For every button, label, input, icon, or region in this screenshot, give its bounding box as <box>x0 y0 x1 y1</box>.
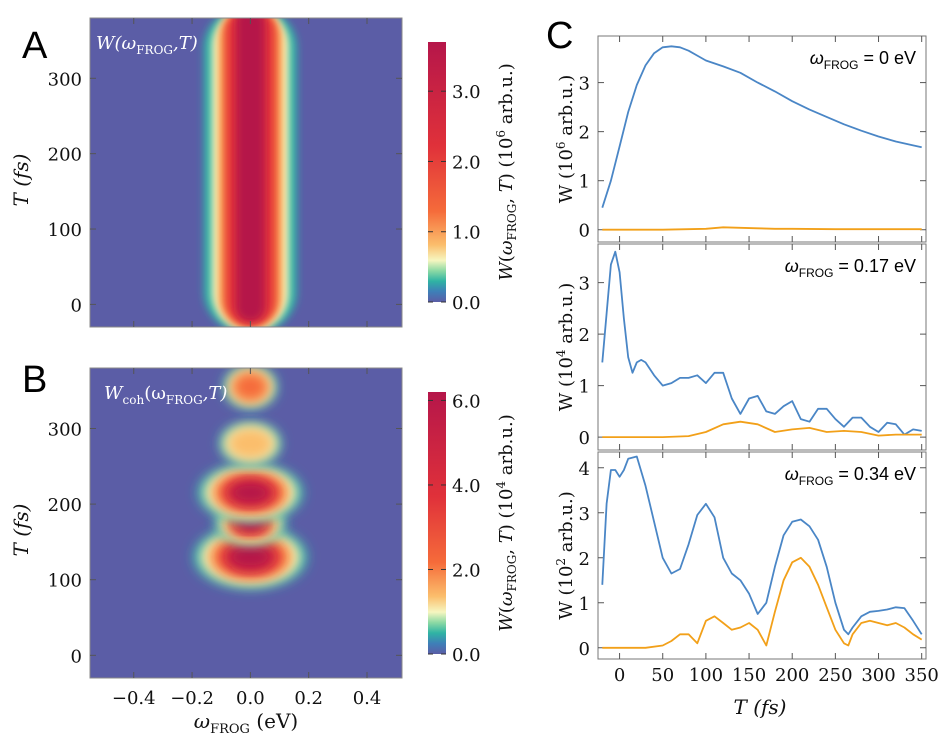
colorbar-tick-label: 1.0 <box>452 223 481 244</box>
heatmap-panel-b: Wcoh(ωFROG,T) −0.4 −0.2 0.0 0.2 0.4 0 100 200 30… <box>9 367 403 737</box>
colorbar-b-label: W(ωFROG, T) (104 arb.u.) <box>494 414 519 631</box>
line-subplot-2: 0 50 100 150 200 250 300 350 0 1 2 3 4 ωFROG = 0.34 e… <box>554 451 939 686</box>
y-tick-label: 100 <box>48 220 82 241</box>
y-tick-label: 200 <box>48 145 82 166</box>
colorbar-b-gradient <box>428 392 446 654</box>
line-subplot-0: 0 1 2 3 ωFROG = 0 eV W (106 arb.u.) <box>554 35 927 243</box>
x-tick-label: −0.2 <box>170 688 214 709</box>
colorbar-tick-label: 6.0 <box>452 391 481 412</box>
panel-letter-c: C <box>546 15 573 57</box>
heatmap-b-xlabel: ωFROG (eV) <box>194 709 298 737</box>
x-tick-label: 200 <box>775 665 809 686</box>
x-tick-label: 300 <box>861 665 895 686</box>
y-tick-label: 2 <box>579 325 590 346</box>
heatmap-a-axes: 0 100 200 300 <box>48 18 402 327</box>
series-total-line <box>601 250 922 436</box>
colorbar-b: 0.0 2.0 4.0 6.0 W(ωFROG, T) (104 arb.u.) <box>428 391 519 666</box>
line-subplot-frame <box>597 35 927 243</box>
panel-letter-a: A <box>22 25 48 67</box>
y-tick-label: 300 <box>48 419 82 440</box>
colorbar-a-gradient <box>428 42 446 302</box>
heatmap-a-features <box>203 18 298 327</box>
heatmap-panel-a: W(ωFROG,T) 0 100 200 300 T (fs) <box>9 17 403 328</box>
y-tick-label: 1 <box>579 377 590 398</box>
heatmap-a-ylabel: T (fs) <box>9 154 33 207</box>
y-tick-label: 0 <box>579 221 590 242</box>
line-subplot-annotation: ωFROG = 0.17 eV <box>785 256 916 280</box>
heatmap-b-blob-3-2 <box>227 427 274 460</box>
line-subplot-frame <box>597 243 927 451</box>
colorbar-tick-label: 0.0 <box>452 293 481 314</box>
colorbar-tick-label: 0.0 <box>452 645 481 666</box>
colorbar-a-label: W(ωFROG, T) (106 arb.u.) <box>494 63 519 280</box>
series-total-line <box>601 45 922 208</box>
x-tick-label: 0.0 <box>236 688 265 709</box>
heatmap-b-axes: −0.4 −0.2 0.0 0.2 0.4 0 100 200 300 <box>48 368 402 709</box>
line-subplot-annotation: ωFROG = 0.34 eV <box>785 464 916 488</box>
y-tick-label: 100 <box>48 571 82 592</box>
y-tick-label: 2 <box>579 549 590 570</box>
y-tick-label: 1 <box>579 172 590 193</box>
series-coherent-line <box>602 420 922 439</box>
y-tick-label: 0 <box>71 295 82 316</box>
heatmap-b-features <box>193 368 308 589</box>
colorbar-tick-label: 2.0 <box>452 152 481 173</box>
heatmap-b-blob-0-5 <box>227 544 274 570</box>
x-tick-label: 0.2 <box>294 688 323 709</box>
y-tick-label: 3 <box>579 504 590 525</box>
heatmap-a-frame <box>89 17 403 328</box>
series-coherent-line <box>602 226 922 231</box>
x-tick-label: 150 <box>732 665 766 686</box>
colorbar-tick-label: 4.0 <box>452 476 481 497</box>
colorbar-b-ticks: 0.0 2.0 4.0 6.0 <box>428 391 481 666</box>
series-total-line <box>601 455 923 636</box>
y-tick-label: 200 <box>48 495 82 516</box>
colorbar-tick-label: 3.0 <box>452 82 481 103</box>
y-tick-label: 0 <box>579 639 590 660</box>
line-subplot-1: 0 1 2 3 ωFROG = 0.17 eV W (104 arb.u.) <box>554 243 927 451</box>
y-tick-label: 2 <box>579 123 590 144</box>
colorbar-a: 0.0 1.0 2.0 3.0 W(ωFROG, T) (106 arb.u.) <box>428 42 519 314</box>
y-tick-label: 1 <box>579 594 590 615</box>
y-tick-label: 4 <box>579 459 590 480</box>
heatmap-b-overlay-label: Wcoh(ωFROG,T) <box>104 383 227 407</box>
heatmap-b-blob-2-5 <box>229 481 272 505</box>
heatmap-b-blob-4-3 <box>233 373 268 401</box>
colorbar-tick-label: 2.0 <box>452 560 481 581</box>
x-tick-label: −0.4 <box>112 688 156 709</box>
y-tick-label: 3 <box>579 74 590 95</box>
x-tick-label: 0 <box>614 665 625 686</box>
x-tick-label: 350 <box>905 665 939 686</box>
y-tick-label: 300 <box>48 69 82 90</box>
line-subplot-frame <box>597 451 927 660</box>
heatmap-b-ylabel: T (fs) <box>9 504 33 557</box>
x-tick-label: 250 <box>818 665 852 686</box>
line-c-xlabel: T (fs) <box>734 695 787 719</box>
line-subplot-ylabel: W (104 arb.u.) <box>554 283 577 411</box>
y-tick-label: 3 <box>579 274 590 295</box>
line-subplot-ylabel: W (106 arb.u.) <box>554 75 577 203</box>
heatmap-b-frame <box>89 367 403 679</box>
line-subplot-ylabel: W (102 arb.u.) <box>554 491 577 619</box>
heatmap-a-overlay-label: W(ωFROG,T) <box>96 33 198 57</box>
colorbar-a-ticks: 0.0 1.0 2.0 3.0 <box>428 82 481 314</box>
line-subplot-annotation: ωFROG = 0 eV <box>810 48 916 72</box>
x-tick-label: 50 <box>651 665 674 686</box>
y-tick-label: 0 <box>71 646 82 667</box>
panel-letter-b: B <box>22 359 47 401</box>
x-tick-label: 0.4 <box>353 688 382 709</box>
series-coherent-line <box>602 556 923 649</box>
heatmap-a-band-5 <box>236 18 265 322</box>
x-tick-label: 100 <box>689 665 723 686</box>
y-tick-label: 0 <box>579 428 590 449</box>
